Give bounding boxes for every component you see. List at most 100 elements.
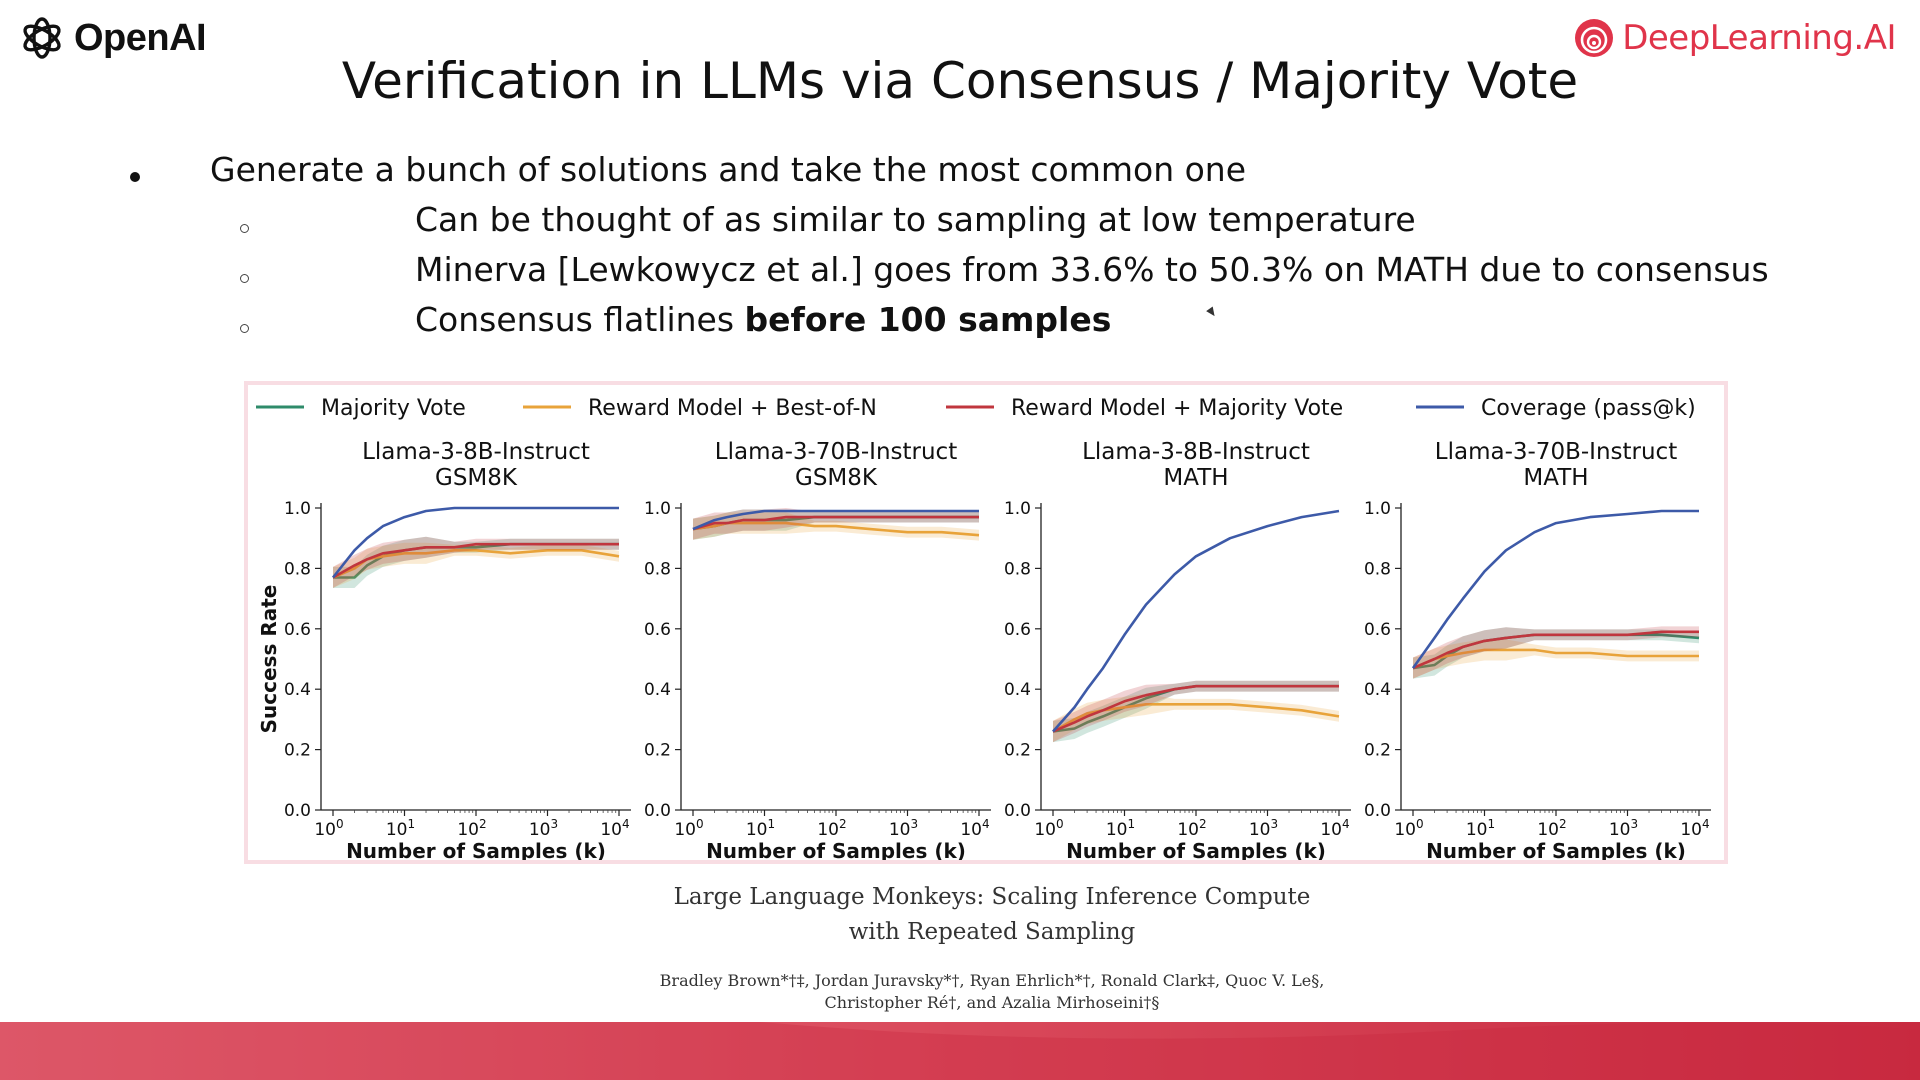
panel-title: GSM8K [435,465,518,491]
paper-title: Large Language Monkeys: Scaling Inferenc… [0,880,1920,950]
series-confidence-band [1053,680,1339,743]
series-confidence-band [1413,626,1699,679]
x-tick-label: 100 [314,817,343,840]
series-line [692,515,979,531]
paper-title-line: with Repeated Sampling [848,919,1136,945]
y-tick-label: 0.2 [284,741,311,761]
deeplearning-ai-logo: DeepLearning.AI [1574,18,1896,58]
panel-title: Llama-3-70B-Instruct [1435,439,1677,465]
y-tick-label: 0.6 [644,620,671,640]
y-tick-label: 0.4 [1364,680,1391,700]
series-line [1412,630,1699,670]
x-axis-label: Number of Samples (k) [1426,839,1686,860]
x-tick-exponent: 2 [1199,817,1207,831]
chart-figure: Majority Vote Reward Model + Best-of-N Rew… [244,381,1728,864]
x-tick-label: 102 [1177,817,1206,840]
paper-authors-line: Christopher Ré†, and Azalia Mirhoseini†§ [824,993,1160,1012]
series-confidence-band [1053,693,1339,743]
x-tick-label: 103 [529,817,558,840]
series-line [331,506,619,579]
legend-label: Reward Model + Majority Vote [1011,396,1343,421]
y-tick-label: 0.0 [284,801,311,821]
y-tick-label: 0.0 [644,801,671,821]
legend-label: Majority Vote [321,396,466,421]
paper-authors: Bradley Brown*†‡, Jordan Juravsky*†, Rya… [0,970,1920,1014]
y-tick-label: 0.4 [1004,680,1031,700]
panel-title: GSM8K [795,465,878,491]
openai-knot-icon [23,17,61,59]
series-line [332,542,619,579]
openai-logo-text: OpenAI [74,16,207,59]
y-tick-label: 0.2 [1004,741,1031,761]
sub-bullet-circle-icon [240,274,249,283]
y-tick-label: 0.6 [284,620,311,640]
panel-title: Llama-3-70B-Instruct [715,439,957,465]
series-line [1411,509,1699,669]
y-tick-label: 0.2 [1364,741,1391,761]
x-tick-label: 100 [1394,817,1423,840]
x-tick-label: 103 [889,817,918,840]
x-tick-exponent: 0 [1056,817,1064,831]
series-line [1052,509,1340,733]
x-tick-label: 103 [1609,817,1638,840]
footer-band [0,1022,1920,1080]
x-tick-exponent: 4 [982,817,990,831]
x-axis-label: Number of Samples (k) [346,839,606,860]
y-tick-label: 1.0 [284,499,311,519]
chart-svg: Majority Vote Reward Model + Best-of-N Rew… [256,396,1711,860]
x-tick-label: 104 [600,817,629,840]
y-tick-label: 0.2 [644,741,671,761]
x-tick-label: 102 [1537,817,1566,840]
sub-bullet-text: Consensus flatlines before 100 samples [415,300,1111,339]
paper-title-line: Large Language Monkeys: Scaling Inferenc… [673,884,1311,910]
x-tick-exponent: 2 [479,817,487,831]
x-tick-exponent: 0 [1416,817,1424,831]
series-line [1412,648,1699,670]
y-tick-label: 1.0 [1364,499,1391,519]
x-tick-label: 101 [386,817,415,840]
sub-bullet-circle-icon [240,224,249,233]
slide-title: Verification in LLMs via Consensus / Maj… [341,52,1579,110]
x-axis-label: Number of Samples (k) [1066,839,1326,860]
y-axis-label: Success Rate [257,585,281,734]
x-tick-exponent: 4 [622,817,630,831]
x-tick-label: 101 [1466,817,1495,840]
x-tick-exponent: 0 [696,817,704,831]
x-tick-label: 101 [746,817,775,840]
bullet-text: Generate a bunch of solutions and take t… [210,150,1247,189]
x-tick-exponent: 4 [1702,817,1710,831]
panel-title: Llama-3-8B-Instruct [362,439,590,465]
deeplearning-ai-emblem-icon [1575,19,1614,57]
x-tick-label: 103 [1249,817,1278,840]
deeplearning-ai-logo-text: DeepLearning.AI [1622,18,1896,58]
sub-bullet-circle-icon [240,324,249,333]
x-tick-label: 102 [817,817,846,840]
x-tick-exponent: 1 [408,817,416,831]
x-tick-exponent: 3 [1631,817,1639,831]
sub-bullet-text: Can be thought of as similar to sampling… [415,200,1416,239]
x-tick-exponent: 1 [1128,817,1136,831]
y-tick-label: 0.0 [1004,801,1031,821]
series-line [1052,684,1339,733]
y-tick-label: 0.8 [644,559,671,579]
panel-title: MATH [1523,465,1588,491]
panel-title: MATH [1163,465,1228,491]
sub-bullet-bold-text: before 100 samples [744,300,1112,339]
paper-authors-line: Bradley Brown*†‡, Jordan Juravsky*†, Rya… [659,971,1325,990]
x-tick-exponent: 1 [1488,817,1496,831]
y-tick-label: 0.4 [284,680,311,700]
legend-label: Reward Model + Best-of-N [588,396,877,421]
y-tick-label: 0.8 [1364,559,1391,579]
sub-bullet-text: Minerva [Lewkowycz et al.] goes from 33.… [415,250,1769,289]
bullet-dot-icon [130,172,140,182]
x-tick-label: 101 [1106,817,1135,840]
y-tick-label: 0.0 [1364,801,1391,821]
x-tick-exponent: 2 [1559,817,1567,831]
x-tick-label: 104 [960,817,989,840]
series-line [692,509,979,531]
x-tick-exponent: 0 [336,817,344,831]
mouse-cursor-icon [1206,306,1218,319]
panel-title: Llama-3-8B-Instruct [1082,439,1310,465]
y-tick-label: 0.6 [1004,620,1031,640]
x-tick-exponent: 4 [1342,817,1350,831]
